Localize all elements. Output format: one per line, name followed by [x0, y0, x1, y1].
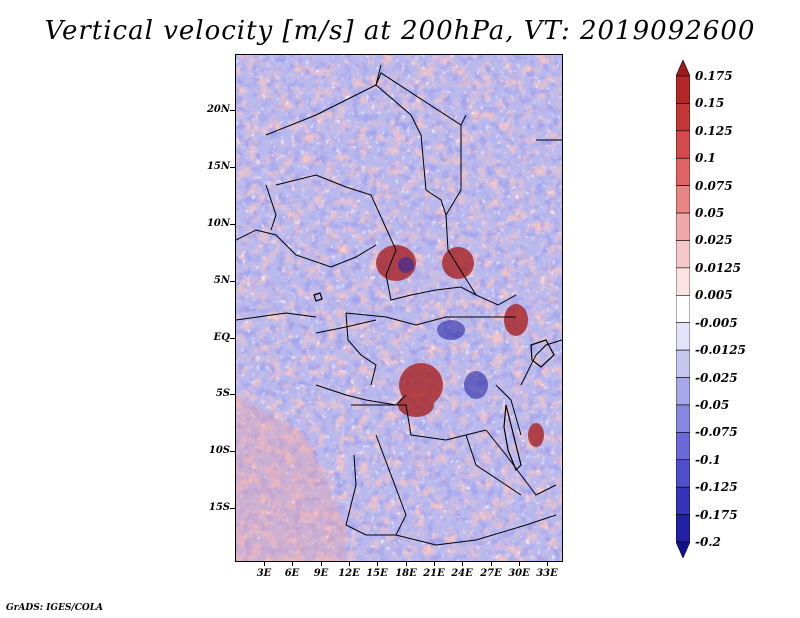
colorbar-label: 0.1	[695, 151, 716, 166]
lat-tick	[230, 167, 235, 168]
lon-label-24e: 24E	[451, 568, 473, 579]
lat-label-5n: 5N	[213, 275, 230, 286]
colorbar-label: 0.0125	[695, 260, 741, 275]
lon-tick	[292, 562, 293, 566]
colorbar-band	[676, 486, 690, 515]
grads-credit: GrADS: IGES/COLA	[6, 603, 104, 613]
colorbar-band	[676, 514, 690, 543]
lon-label-33e: 33E	[536, 568, 558, 579]
lat-tick	[230, 110, 235, 111]
colorbar-label: 0.005	[695, 288, 733, 303]
lon-label-15e: 15E	[366, 568, 388, 579]
colorbar-band	[676, 75, 690, 104]
lon-tick	[349, 562, 350, 566]
colorbar-label: -0.025	[695, 370, 738, 385]
colorbar-bottom-arrow	[676, 541, 690, 558]
colorbar-band	[676, 349, 690, 378]
lon-tick	[321, 562, 322, 566]
lat-label-15n: 15N	[206, 161, 230, 172]
colorbar-label: 0.075	[695, 178, 733, 193]
lon-tick	[264, 562, 265, 566]
colorbar-band	[676, 130, 690, 159]
lat-label-5s: 5S	[215, 388, 230, 399]
lon-label-18e: 18E	[395, 568, 417, 579]
lon-tick	[491, 562, 492, 566]
lon-tick	[519, 562, 520, 566]
colorbar-label: -0.0125	[695, 343, 746, 358]
lon-tick	[434, 562, 435, 566]
lat-label-eq: EQ	[213, 332, 230, 343]
colorbar-top-arrow	[676, 60, 690, 77]
lon-tick	[462, 562, 463, 566]
colorbar-label: 0.05	[695, 206, 725, 221]
lat-label-20n: 20N	[206, 104, 230, 115]
lon-label-30e: 30E	[508, 568, 530, 579]
lat-label-10s: 10S	[208, 445, 230, 456]
colorbar-label: 0.175	[695, 69, 733, 83]
colorbar-label: -0.005	[695, 315, 738, 330]
lat-tick	[230, 508, 235, 509]
lat-label-15s: 15S	[208, 502, 230, 513]
lat-tick	[230, 394, 235, 395]
map-title: Vertical velocity [m/s] at 200hPa, VT: 2…	[44, 16, 756, 46]
colorbar-band	[676, 185, 690, 214]
colorbar-band	[676, 267, 690, 296]
lon-tick	[547, 562, 548, 566]
lon-label-12e: 12E	[338, 568, 360, 579]
lat-label-10n: 10N	[206, 218, 230, 229]
colorbar-label: -0.075	[695, 425, 738, 440]
colorbar-band	[676, 157, 690, 186]
colorbar-label: -0.125	[695, 480, 738, 495]
colorbar-label: -0.1	[695, 452, 721, 467]
lon-tick	[406, 562, 407, 566]
colorbar-band	[676, 103, 690, 132]
colorbar	[676, 60, 690, 558]
colorbar-label: -0.175	[695, 507, 738, 522]
colorbar-band	[676, 459, 690, 488]
colorbar-label: -0.05	[695, 397, 730, 412]
colorbar-band	[676, 294, 690, 324]
map-field-svg	[236, 55, 562, 561]
colorbar-band	[676, 432, 690, 461]
colorbar-label: 0.025	[695, 233, 733, 248]
lon-label-27e: 27E	[480, 568, 502, 579]
lon-label-9e: 9E	[313, 568, 329, 579]
lat-tick	[230, 451, 235, 452]
colorbar-band	[676, 322, 690, 351]
colorbar-band	[676, 240, 690, 269]
velocity-map	[235, 54, 563, 562]
colorbar-band	[676, 212, 690, 241]
colorbar-label: 0.15	[695, 96, 725, 111]
lon-label-3e: 3E	[256, 568, 272, 579]
colorbar-band	[676, 404, 690, 433]
colorbar-label: 0.125	[695, 123, 733, 138]
lat-tick	[230, 338, 235, 339]
lon-tick	[377, 562, 378, 566]
colorbar-label: -0.2	[695, 535, 721, 549]
colorbar-band	[676, 377, 690, 406]
lat-tick	[230, 281, 235, 282]
lat-tick	[230, 224, 235, 225]
lon-label-21e: 21E	[423, 568, 445, 579]
lon-label-6e: 6E	[284, 568, 300, 579]
